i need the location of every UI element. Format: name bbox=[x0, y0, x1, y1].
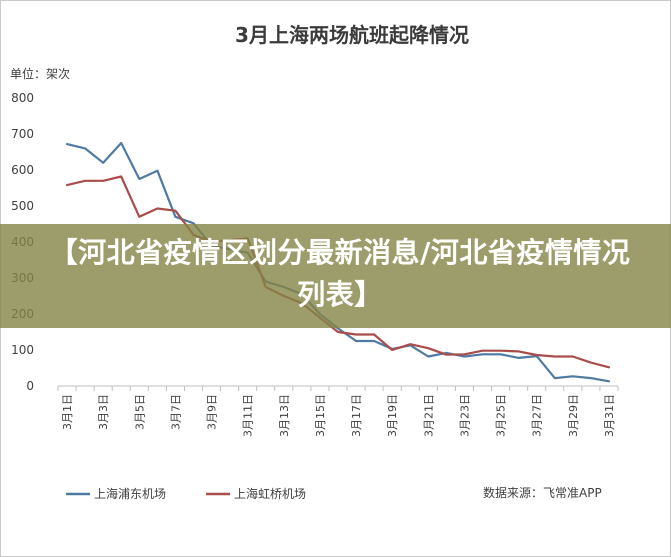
x-tick-label: 3月29日 bbox=[567, 394, 580, 437]
series-line-hongqiao bbox=[65, 175, 611, 369]
overlay-banner-text: 【河北省疫情区划分最新消息/河北省疫情情况列表】 bbox=[49, 236, 631, 311]
series-line-pudong bbox=[65, 141, 611, 383]
x-tick-label: 3月19日 bbox=[386, 394, 399, 437]
legend: 上海浦东机场 上海虹桥机场 bbox=[66, 486, 306, 501]
y-tick-label: 100 bbox=[11, 343, 34, 357]
y-tick-label: 700 bbox=[11, 127, 34, 141]
legend-label: 上海虹桥机场 bbox=[234, 486, 306, 501]
x-tick-label: 3月7日 bbox=[169, 394, 182, 430]
x-tick-label: 3月3日 bbox=[97, 394, 110, 430]
y-tick-label: 500 bbox=[11, 199, 34, 213]
x-tick-label: 3月9日 bbox=[206, 394, 219, 430]
y-tick-label: 600 bbox=[11, 163, 34, 177]
x-tick-label: 3月27日 bbox=[531, 394, 544, 437]
x-tick-label: 3月15日 bbox=[314, 394, 327, 437]
x-tick-label: 3月1日 bbox=[61, 394, 74, 430]
x-tick-label: 3月13日 bbox=[278, 394, 291, 437]
y-tick-label: 800 bbox=[11, 91, 34, 105]
x-tick-label: 3月11日 bbox=[242, 394, 255, 437]
chart-title: 3月上海两场航班起降情况 bbox=[235, 23, 469, 47]
x-tick-label: 3月21日 bbox=[422, 394, 435, 437]
x-tick-label: 3月5日 bbox=[133, 394, 146, 430]
x-tick-label: 3月31日 bbox=[603, 394, 616, 437]
y-unit-label: 单位：架次 bbox=[10, 66, 70, 81]
legend-label: 上海浦东机场 bbox=[94, 486, 166, 501]
x-tick-label: 3月23日 bbox=[458, 394, 471, 437]
y-tick-label: 0 bbox=[26, 379, 34, 393]
series-group bbox=[65, 141, 611, 383]
x-tick-label: 3月25日 bbox=[495, 394, 508, 437]
source-label: 数据来源：飞常准APP bbox=[483, 485, 602, 500]
x-axis-ticks: 3月1日 3月3日 3月5日 3月7日 3月9日 3月11日 3月13日 3月15日 3月17日… bbox=[57, 386, 619, 437]
x-tick-label: 3月17日 bbox=[350, 394, 363, 437]
overlay-banner bbox=[0, 224, 671, 328]
